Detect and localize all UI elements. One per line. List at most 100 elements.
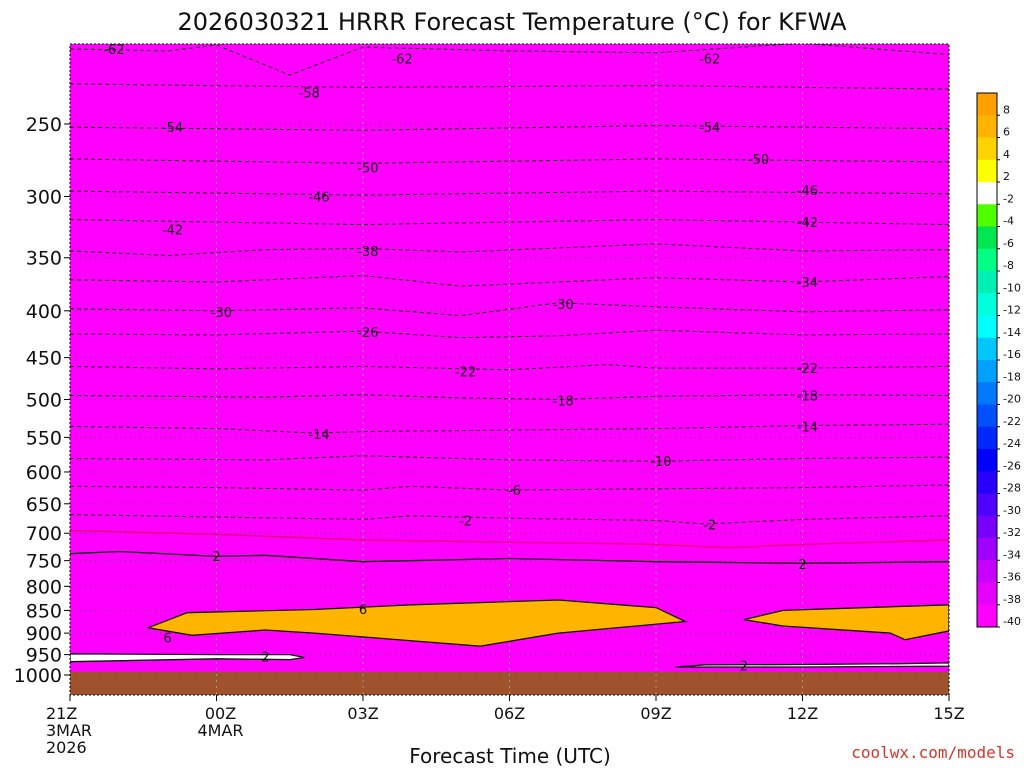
isotherm-labels: -62-62 -62-58-54 -54-50-50-46 -46-42 -42-38-…	[103, 43, 818, 674]
freezing-level-line	[70, 529, 949, 549]
chart-title: 2026030321 HRRR Forecast Temperature (°C…	[178, 8, 848, 36]
isotherm-label: -14	[797, 420, 818, 435]
colorbar-label: -40	[1003, 615, 1021, 628]
colorbar-label: -8	[1003, 259, 1014, 272]
colorbar-label: 6	[1003, 126, 1010, 139]
isotherm-label: -30	[553, 298, 574, 313]
dashed-isotherm	[70, 302, 949, 317]
x-axis-label: Forecast Time (UTC)	[409, 744, 611, 768]
colorbar-swatch	[977, 337, 997, 361]
colorbar-label: 4	[1003, 148, 1010, 161]
dashed-isotherm	[70, 394, 949, 401]
colorbar-label: -14	[1003, 326, 1021, 339]
colorbar-swatch	[977, 471, 997, 494]
isotherm-label: 2	[798, 558, 806, 573]
y-tick-label: 400	[26, 301, 62, 323]
y-tick-label: 1000	[14, 665, 62, 687]
credit-text: coolwx.com/models	[851, 743, 1015, 762]
isotherm-label: -38	[357, 245, 378, 260]
colorbar-label: -12	[1003, 304, 1021, 317]
colorbar-swatch	[977, 604, 997, 628]
warm-core-fill	[743, 604, 949, 640]
solid-isotherm	[743, 604, 949, 641]
isotherm-label: 2	[261, 650, 269, 665]
colorbar-label: -24	[1003, 437, 1021, 450]
y-tick-label: 650	[26, 494, 62, 516]
colorbar-label: -32	[1003, 526, 1021, 539]
isotherm-label: -42	[797, 216, 818, 231]
colorbar-swatch	[977, 248, 997, 272]
isotherm-label: -18	[553, 394, 574, 409]
isotherm-label: -50	[748, 153, 769, 168]
colorbar-label: -34	[1003, 548, 1021, 561]
colorbar-swatch	[977, 293, 997, 316]
dashed-isotherm	[70, 423, 949, 434]
y-tick-label: 500	[26, 390, 62, 412]
solid-isotherm	[70, 653, 305, 663]
isotherm-label: -58	[299, 87, 320, 102]
isotherm-label: -30	[211, 306, 232, 321]
warm-core-fill	[148, 600, 686, 647]
isotherm-label: -18	[797, 390, 818, 405]
colorbar-swatch	[977, 449, 997, 472]
pressure-axis: 2503003504004505005506006507007508008509…	[14, 114, 70, 687]
colorbar-label: -18	[1003, 370, 1021, 383]
y-tick-label: 350	[26, 248, 62, 270]
colorbar-label: -2	[1003, 192, 1014, 205]
grid-lines	[70, 44, 949, 695]
colorbar-swatch	[977, 382, 997, 405]
x-tick-label: 21Z	[46, 704, 77, 723]
isotherm-label: -46	[797, 184, 818, 199]
x-tick-label: 4MAR	[197, 721, 243, 740]
isotherm-label: -46	[308, 190, 329, 205]
dashed-isotherm	[70, 484, 949, 491]
dashed-isotherm	[70, 514, 949, 525]
colorbar-label: -4	[1003, 215, 1014, 228]
x-tick-label: 15Z	[933, 704, 964, 723]
isotherm-label: -22	[797, 362, 818, 377]
colorbar-swatch	[977, 315, 997, 339]
colorbar-swatch	[977, 560, 997, 583]
colorbar-label: -36	[1003, 571, 1021, 584]
y-tick-label: 750	[26, 551, 62, 573]
isotherm-label: 6	[164, 632, 172, 647]
colorbar-label: -10	[1003, 281, 1021, 294]
colorbar-legend: 8 6 4 2 -2 -4 -6 -8 -10 -12 -14 -16 -18 -20 -22 -24 -26 -…	[976, 92, 1021, 628]
solid-isotherm	[70, 550, 949, 564]
solid-isotherms	[70, 550, 949, 668]
isotherm-label: -2	[703, 519, 716, 534]
y-tick-label: 700	[26, 523, 62, 545]
isotherm-label: -54	[699, 121, 720, 136]
colorbar-label: -16	[1003, 348, 1021, 361]
dashed-isotherms	[70, 44, 949, 525]
y-tick-label: 550	[26, 427, 62, 449]
colorbar-swatch	[977, 204, 997, 227]
cool-pocket-fill	[70, 653, 305, 662]
colorbar-label: -30	[1003, 504, 1021, 517]
colorbar-swatch	[977, 159, 997, 183]
x-tick-label: 09Z	[640, 704, 671, 723]
y-tick-label: 850	[26, 600, 62, 622]
x-tick-label: 3MAR	[46, 721, 92, 740]
solid-isotherm	[145, 599, 688, 647]
colorbar-swatch	[977, 137, 997, 161]
dashed-isotherm	[70, 329, 949, 339]
y-tick-label: 450	[26, 348, 62, 370]
x-tick-label: 12Z	[787, 704, 818, 723]
colorbar-swatch	[977, 360, 997, 383]
colorbar-label: -22	[1003, 415, 1021, 428]
colorbar-label: -20	[1003, 393, 1021, 406]
colorbar-label: -28	[1003, 482, 1021, 495]
isotherm-label: -54	[162, 121, 183, 136]
colorbar-swatch	[977, 271, 997, 294]
isotherm-label: -42	[162, 224, 183, 239]
colorbar-swatch	[977, 182, 997, 205]
ground-below-surface	[70, 672, 949, 695]
plot-area: -62-62 -62-58-54 -54-50-50-46 -46-42 -42-38-…	[69, 43, 950, 696]
isotherm-label: -62	[699, 52, 720, 67]
isotherm-label: 2	[740, 659, 748, 674]
colorbar-swatch	[977, 226, 997, 250]
colorbar-label: -26	[1003, 459, 1021, 472]
colorbar-swatch	[977, 582, 997, 606]
